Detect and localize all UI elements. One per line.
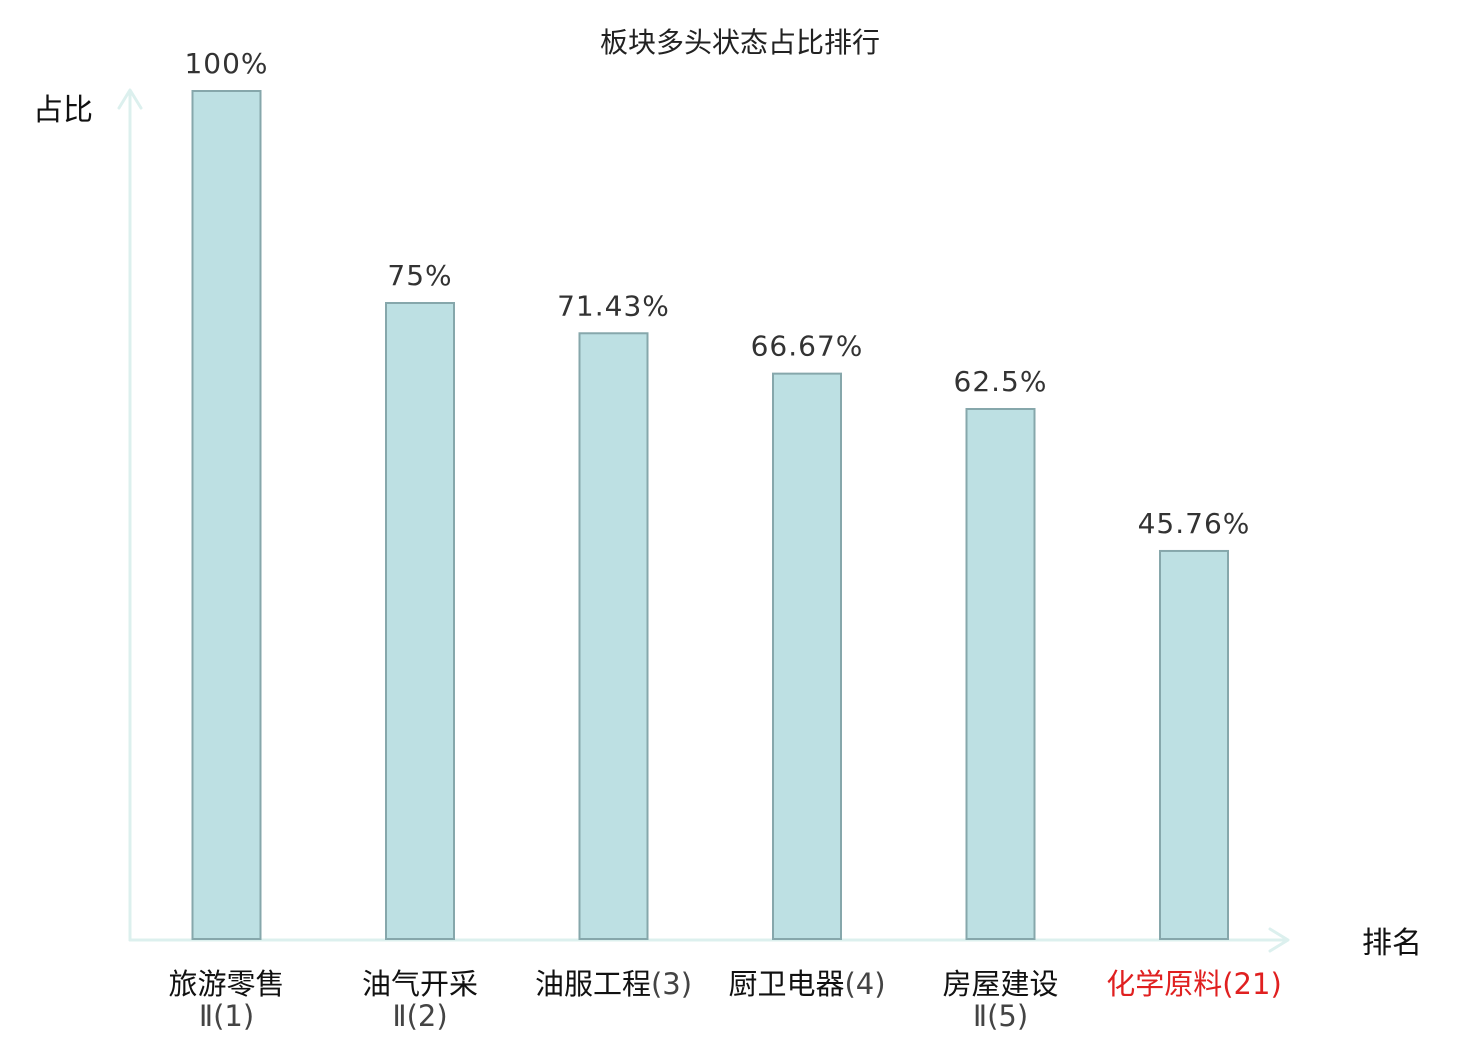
- value-label: 45.76%: [1138, 507, 1251, 540]
- category-label: 化学原料(21): [1106, 967, 1282, 1001]
- bar-series: [191, 90, 1229, 940]
- category-label-suffix: (21): [1222, 967, 1282, 1001]
- y-axis-label: 占比: [33, 93, 93, 128]
- category-label-name: 厨卫电器: [728, 967, 844, 1001]
- value-label: 75%: [387, 259, 452, 292]
- category-label-name: 化学原料: [1106, 967, 1222, 1001]
- bar: [191, 90, 262, 940]
- bar: [1159, 549, 1229, 940]
- x-axis: [128, 927, 1290, 953]
- y-axis: [117, 88, 143, 942]
- chart-title: 板块多头状态占比排行: [600, 26, 880, 59]
- category-label: 油气开采: [362, 967, 478, 1001]
- value-labels: 100% 75% 71.43% 66.67% 62.5% 45.76%: [184, 47, 1251, 540]
- category-label-suffix: Ⅱ(1): [199, 999, 254, 1033]
- bar: [578, 332, 649, 940]
- value-label: 71.43%: [557, 289, 670, 322]
- category-label: 厨卫电器(4): [728, 967, 885, 1001]
- bar: [965, 408, 1036, 940]
- x-axis-arrow: [1268, 927, 1290, 953]
- bar: [772, 372, 842, 940]
- value-label: 66.67%: [751, 330, 864, 363]
- category-label: 旅游零售: [168, 967, 284, 1001]
- category-label-suffix: Ⅱ(5): [973, 999, 1028, 1033]
- x-axis-label: 排名: [1362, 926, 1422, 961]
- y-axis-arrow: [117, 88, 143, 110]
- category-label: 房屋建设: [942, 967, 1058, 1001]
- category-label-suffix: Ⅱ(2): [392, 999, 447, 1033]
- bar: [385, 302, 455, 940]
- category-label-suffix: (4): [844, 967, 885, 1001]
- value-label: 62.5%: [954, 365, 1048, 398]
- category-label-suffix: (3): [651, 967, 692, 1001]
- category-label-name: 油服工程: [535, 967, 651, 1001]
- value-label: 100%: [184, 47, 268, 80]
- category-label: 油服工程(3): [535, 967, 692, 1001]
